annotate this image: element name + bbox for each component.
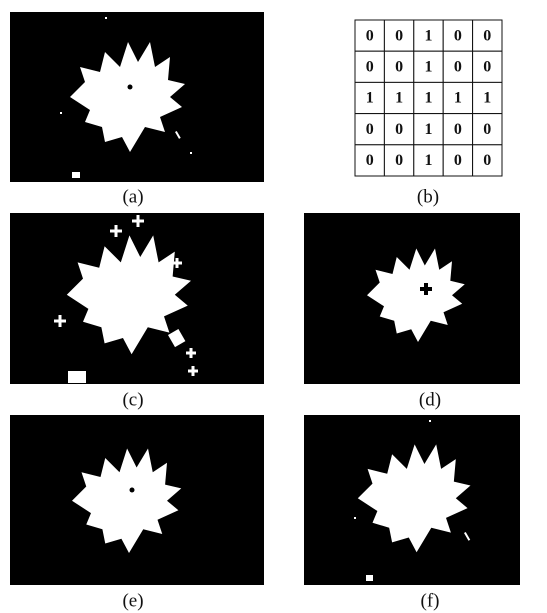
page: 0 0 1 0 0 0 0 1 0 0 1 1 1 1 1 0 0 1 0 0 0 0 1 0 0 (a) (b) (c) (d… (0, 0, 547, 613)
image-a (10, 12, 264, 182)
noise (190, 152, 192, 154)
cell-value: 0 (483, 27, 491, 44)
structuring-element: 0 0 1 0 0 0 0 1 0 0 1 1 1 1 1 0 0 1 0 0 0 0 1 0 0 (355, 20, 502, 176)
cell-value: 0 (454, 27, 462, 44)
cell-value: 1 (425, 58, 433, 75)
image-f (304, 415, 520, 585)
cell-value: 0 (483, 121, 491, 138)
cell-value: 1 (425, 152, 433, 169)
cell-value: 1 (454, 90, 462, 107)
noise (429, 420, 431, 422)
cell-value: 0 (366, 121, 374, 138)
noise (60, 112, 62, 114)
cell-value: 0 (366, 58, 374, 75)
panel-label: (d) (419, 389, 441, 410)
image-d (304, 213, 520, 384)
figure: 0 0 1 0 0 0 0 1 0 0 1 1 1 1 1 0 0 1 0 0 0 0 1 0 0 (a) (b) (c) (d… (0, 0, 547, 613)
panel-label: (a) (122, 186, 143, 207)
hole (128, 85, 133, 90)
panel-label: (b) (417, 186, 439, 207)
cell-value: 0 (395, 27, 403, 44)
cell-value: 1 (366, 90, 374, 107)
cell-value: 1 (395, 90, 403, 107)
cell-value: 0 (454, 152, 462, 169)
image-e (10, 415, 264, 585)
noise (354, 517, 356, 519)
cell-value: 0 (395, 58, 403, 75)
hole (130, 488, 135, 493)
cell-value: 0 (483, 58, 491, 75)
cell-value: 1 (425, 90, 433, 107)
cell-value: 0 (454, 58, 462, 75)
noise (72, 172, 80, 178)
panel-label: (f) (421, 590, 440, 611)
cell-value: 0 (395, 152, 403, 169)
panel-label: (e) (122, 590, 143, 611)
cell-value: 1 (425, 27, 433, 44)
cell-value: 1 (425, 121, 433, 138)
cell-value: 0 (483, 152, 491, 169)
cell-value: 0 (395, 121, 403, 138)
cell-value: 1 (483, 90, 491, 107)
cell-value: 0 (454, 121, 462, 138)
cell-value: 0 (366, 27, 374, 44)
cell-value: 0 (366, 152, 374, 169)
noise (105, 17, 107, 19)
noise (366, 575, 373, 581)
image-c (10, 213, 264, 384)
panel-label: (c) (122, 389, 143, 410)
noise (68, 371, 86, 383)
